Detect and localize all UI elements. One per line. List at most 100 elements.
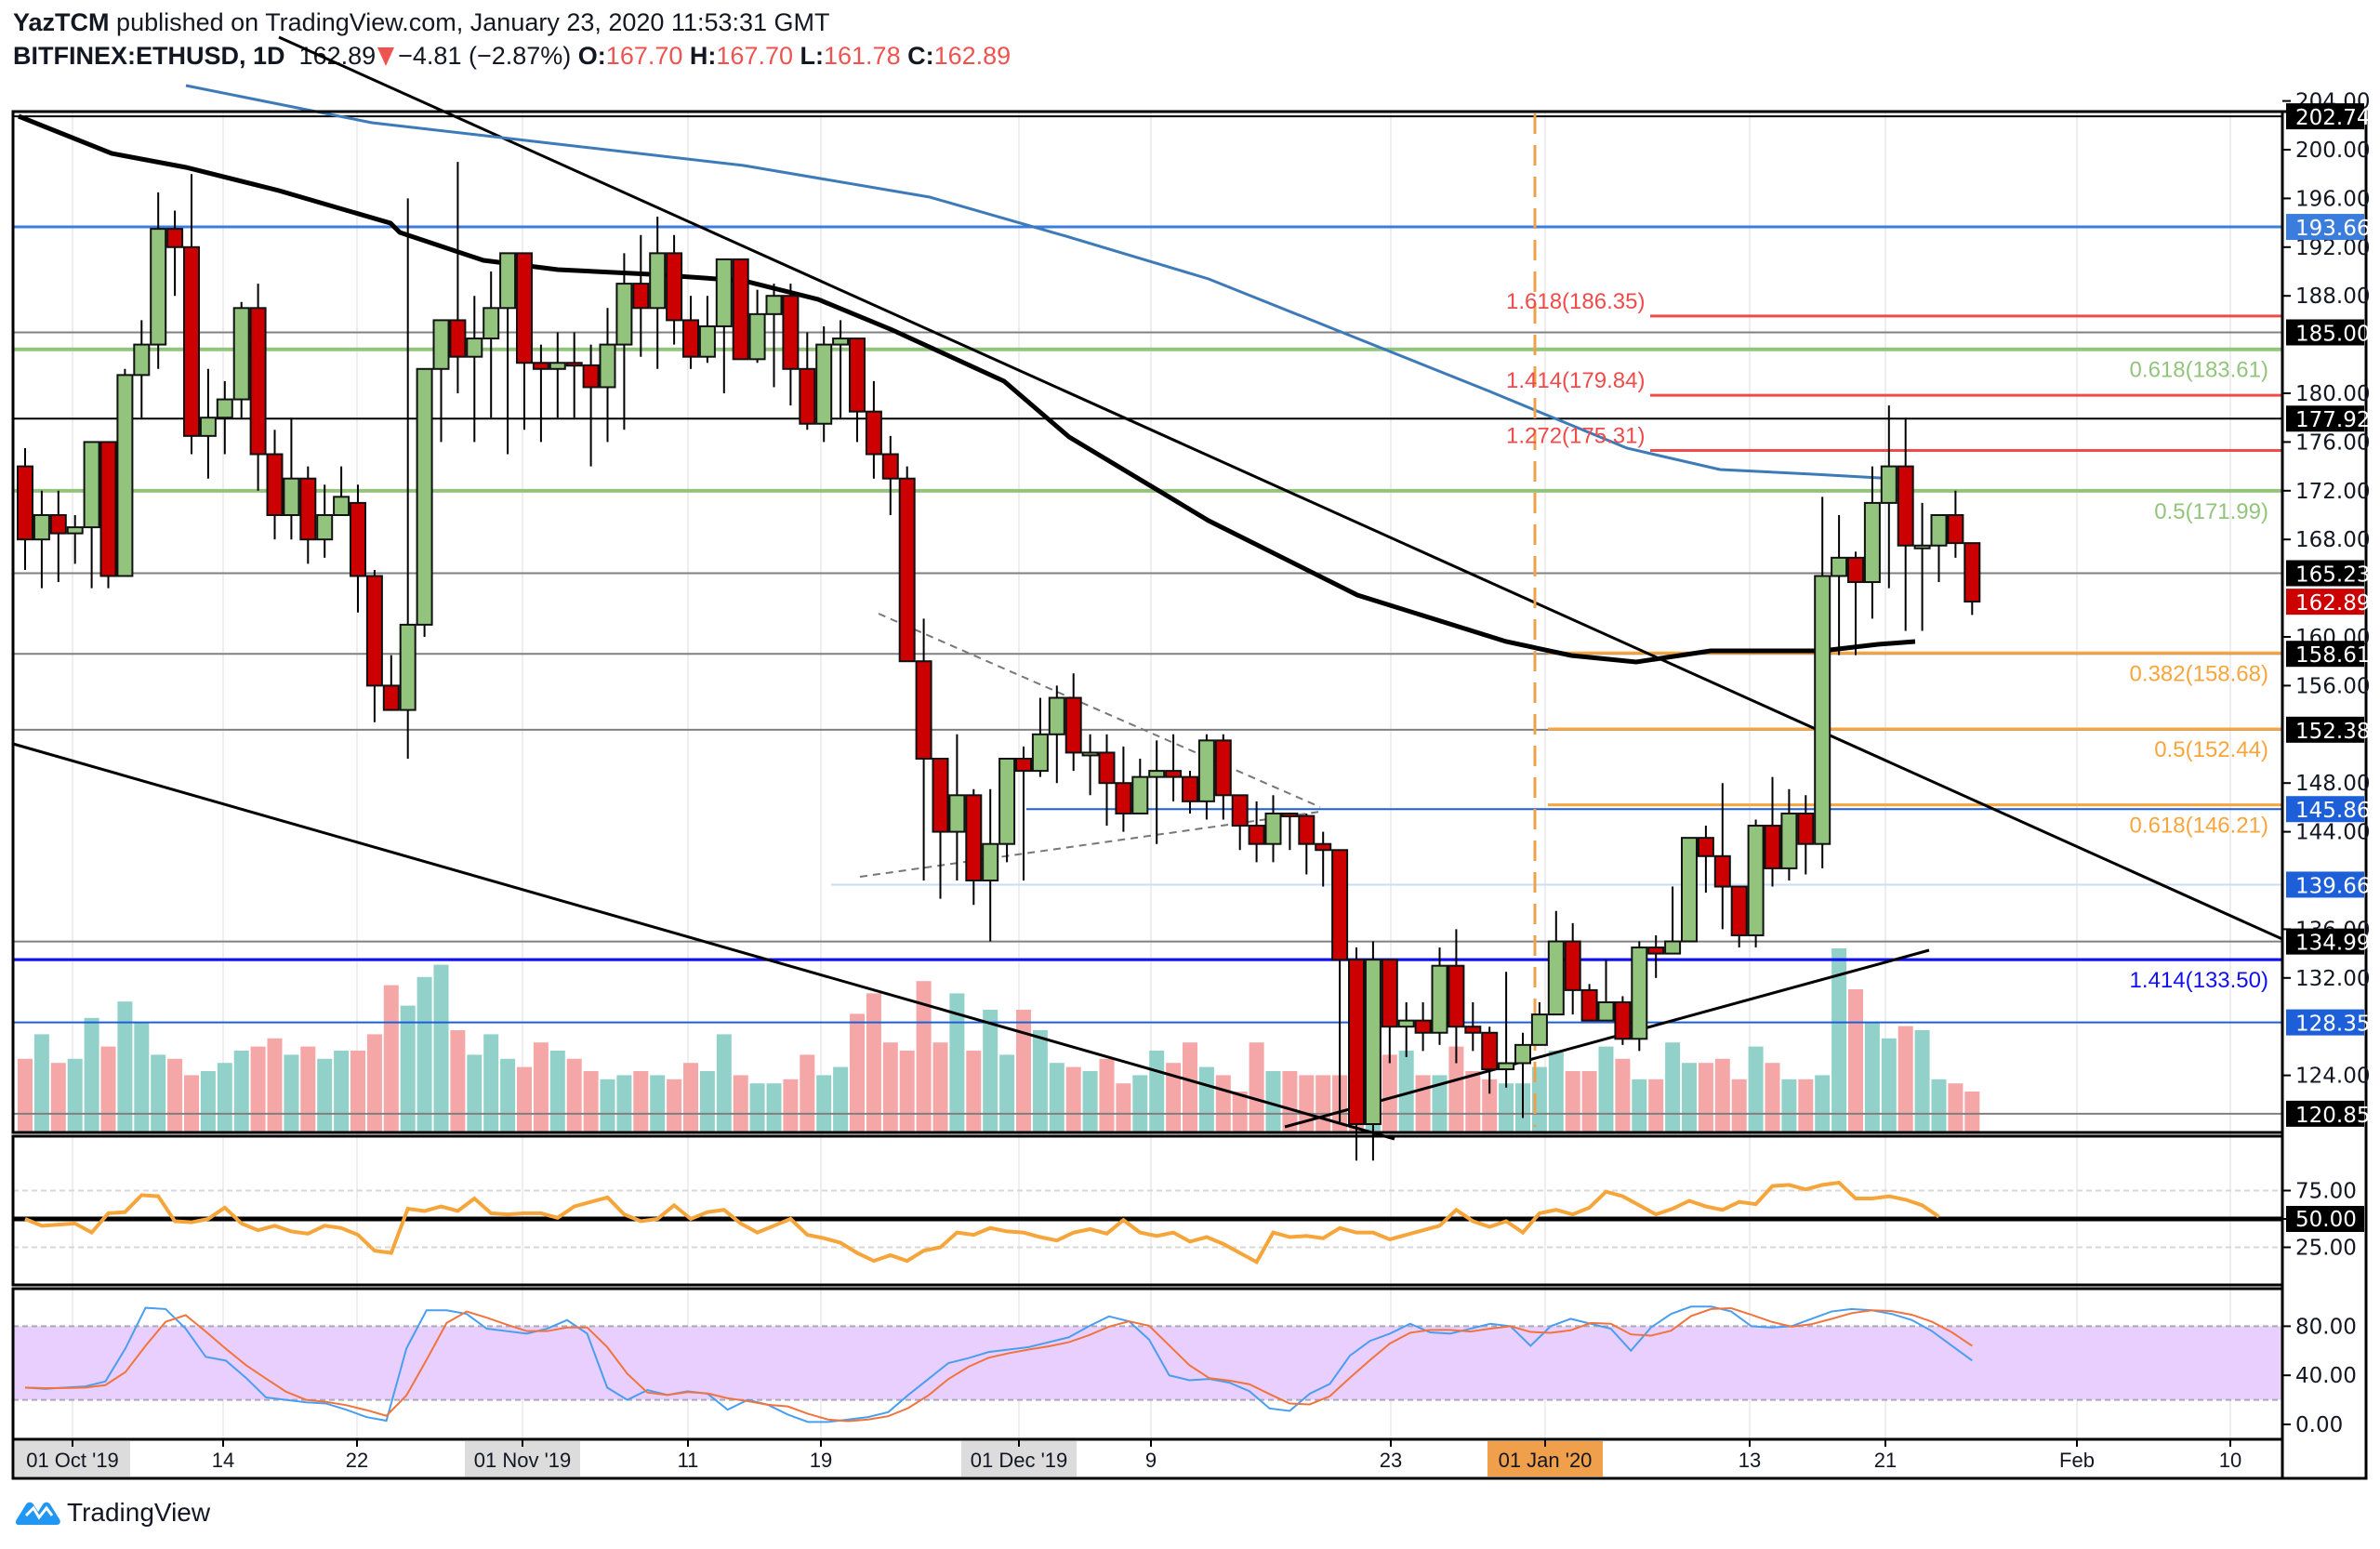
horizontal-levels[interactable] [13,115,2282,1115]
candle-body [982,842,999,882]
price-axis[interactable]: 204.00200.00196.00192.00188.00180.00176.… [2282,90,2370,1437]
volume-bar [800,1054,815,1132]
price-label-text: 152.38 [2295,720,2370,744]
volume-bar [833,1066,849,1132]
volume-bar [1299,1075,1315,1132]
open-label: O: [577,42,606,70]
symbol-name[interactable]: BITFINEX:ETHUSD, 1D [13,42,285,70]
volume-bar [1698,1063,1713,1132]
candle-body [1913,544,1931,549]
volume-bar [1398,1051,1414,1132]
volume-bar [1183,1042,1197,1132]
volume-bar [1149,1051,1165,1132]
candle-body [698,324,716,358]
volume-bar [667,1079,682,1132]
descending-resistance-line[interactable] [278,35,2283,941]
panel-border [11,110,2284,1134]
candle-body [1281,812,1299,817]
close-label: C: [907,42,934,70]
candle-body [1481,1031,1499,1071]
panel-frame [11,110,2368,1480]
candle-body [1647,947,1665,955]
volume-bar [966,1051,982,1132]
tradingview-logo-icon [15,1502,60,1525]
ma-200-line[interactable] [185,84,1897,481]
candle-body [1947,514,1964,545]
trend-lines[interactable] [12,35,2283,1141]
date-label[interactable]: 11 [678,1449,699,1472]
volume-bar [850,1013,865,1132]
candle-body [183,245,200,437]
candle-body [1897,465,1914,547]
candle-body [1580,988,1598,1022]
volume-bar [1581,1071,1597,1132]
candle-body [782,295,800,370]
volume-bar [533,1042,549,1132]
time-axis[interactable]: 01 Oct '19 14 22 01 Nov '19 11 19 01 Dec '19 9 2… [15,1439,2241,1476]
price-label-text: 158.61 [2295,643,2370,668]
candle-body [881,453,899,480]
volume-bar [949,993,965,1132]
date-label[interactable]: 01 Jan '20 [1499,1449,1593,1472]
date-label[interactable]: 01 Dec '19 [971,1449,1068,1472]
date-label[interactable]: 14 [212,1449,234,1472]
candle-body [33,514,50,541]
date-label[interactable]: 19 [810,1449,832,1472]
candle-body [1697,837,1714,857]
candle-body [1880,465,1897,504]
ascending-support-line[interactable] [1284,948,1930,1129]
fib-label: 0.618(146.21) [2130,814,2268,839]
volume-bar [899,1051,915,1132]
tradingview-footer[interactable]: TradingView [15,1497,210,1529]
date-label[interactable]: 01 Oct '19 [26,1449,119,1472]
volume-bar [866,993,881,1132]
date-label[interactable]: 01 Nov '19 [474,1449,572,1472]
date-label[interactable]: Feb [2059,1449,2095,1472]
ma-100-line[interactable] [18,113,1916,665]
price-label-badge [2286,1100,2364,1127]
volume-bar [1116,1083,1131,1132]
volume-bar [416,976,432,1132]
candle-body [1930,514,1948,547]
brand-name: TradingView [67,1498,211,1527]
candle-body [49,514,67,535]
volume-bar [500,1058,516,1132]
volume-bar [1831,948,1847,1132]
stoch-d-line [24,1307,1973,1423]
volume-bar [167,1058,183,1132]
candle-body [1831,556,1848,577]
candle-body [1165,770,1183,778]
date-label[interactable]: 13 [1739,1449,1761,1472]
date-label[interactable]: 10 [2219,1449,2241,1472]
candle-body [549,362,566,370]
fib-labels: 1.618(186.35) 1.414(179.84) 1.272(175.31) 0… [1506,289,2268,993]
author-name[interactable]: YazTCM [13,8,110,36]
candle-body [399,623,416,711]
date-label[interactable]: 22 [346,1449,368,1472]
volume-bar [1815,1075,1831,1132]
date-label[interactable]: 9 [1145,1449,1157,1472]
descending-support-line[interactable] [12,742,1395,1141]
volume-bar [1065,1066,1081,1132]
fib-label: 1.414(179.84) [1506,368,1645,393]
date-label[interactable]: 21 [1874,1449,1897,1472]
date-label[interactable]: 23 [1380,1449,1402,1472]
volume-bar [1316,1075,1331,1132]
volume-bar [217,1063,232,1132]
price-label-text: 177.92 [2295,408,2370,432]
date-highlight [961,1441,1077,1476]
price-label-badge [2286,214,2364,241]
volume-bar [916,981,932,1132]
candle-body [1397,1019,1415,1028]
close-value: 162.89 [933,42,1012,70]
volume-bar [1897,1026,1913,1132]
candle-body [1214,739,1232,797]
volume-bar [766,1083,782,1132]
candle-body [1182,775,1198,802]
triangle-upper-line[interactable] [878,613,1321,808]
candle-body [1098,751,1116,785]
price-tick-label: 132.00 [2295,967,2370,991]
volume-bar [200,1071,216,1132]
candle-body [998,758,1016,845]
